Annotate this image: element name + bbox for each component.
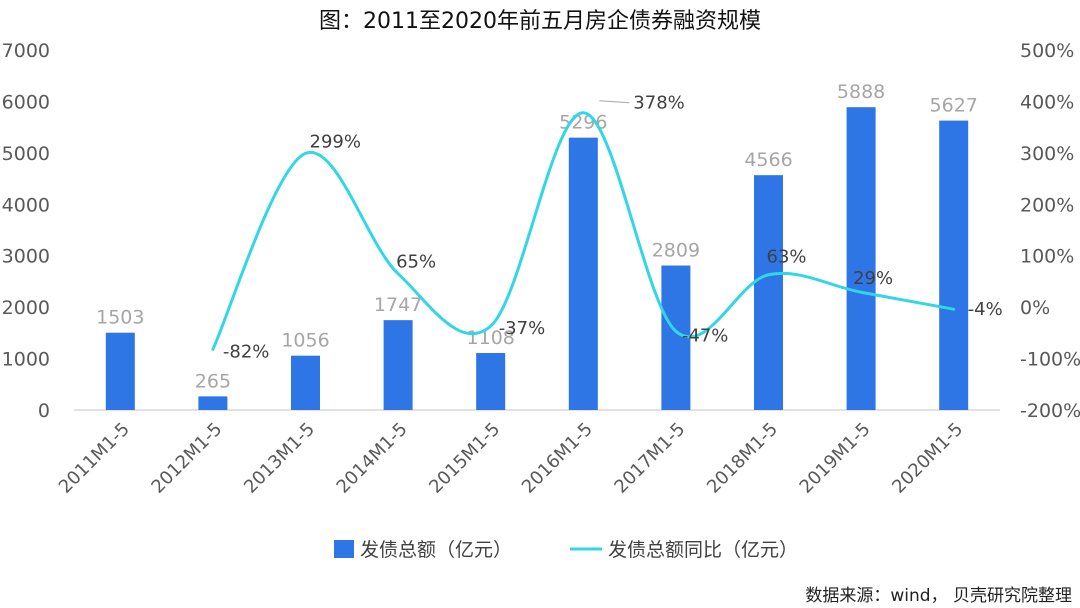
chart-title: 图：2011至2020年前五月房企债券融资规模: [319, 9, 761, 34]
y-left-tick-label: 6000: [2, 91, 50, 113]
leader-line: [599, 100, 630, 104]
line-data-label: 29%: [853, 268, 893, 289]
legend: 发债总额（亿元） 发债总额同比（亿元）: [334, 539, 798, 561]
line-path: [211, 111, 956, 351]
y-axis-right: -200% -100% 0% 100% 200% 300% 400% 500%: [1020, 40, 1080, 422]
x-tick-label: 2014M1-5: [333, 419, 412, 498]
bar-data-label: 4566: [744, 149, 792, 171]
legend-bar-label: 发债总额（亿元）: [360, 539, 512, 561]
y-right-tick-label: 100%: [1020, 246, 1074, 268]
y-right-tick-label: -100%: [1020, 349, 1080, 371]
bar-series: [105, 107, 969, 411]
line-data-labels: -82% 299% 65% -37% 378% -47% 63% 29% -4%: [223, 93, 1003, 363]
x-tick-label: 2019M1-5: [796, 419, 875, 498]
bar-data-label: 1747: [374, 294, 422, 316]
line-data-label: -47%: [682, 325, 729, 346]
bar: [846, 107, 876, 410]
bar: [198, 396, 228, 410]
x-tick-label: 2018M1-5: [703, 419, 782, 498]
x-tick-label: 2011M1-5: [55, 419, 134, 498]
bar: [105, 332, 135, 410]
line-data-label: -4%: [968, 299, 1003, 320]
line-series: [211, 111, 956, 351]
y-right-tick-label: 500%: [1020, 40, 1074, 62]
y-right-tick-label: 400%: [1020, 91, 1074, 113]
source-note: 数据来源：wind， 贝壳研究院整理: [805, 586, 1072, 606]
x-tick-label: 2017M1-5: [610, 419, 689, 498]
y-axis-left: 0 1000 2000 3000 4000 5000 6000 7000: [2, 40, 50, 422]
bar-data-label: 265: [195, 370, 231, 392]
y-left-tick-label: 2000: [2, 297, 50, 319]
bar-data-label: 5627: [930, 95, 978, 117]
y-left-tick-label: 7000: [2, 40, 50, 62]
x-axis: 2011M1-5 2012M1-5 2013M1-5 2014M1-5 2015M1-5…: [55, 419, 967, 498]
y-right-tick-label: 200%: [1020, 194, 1074, 216]
bar: [568, 137, 598, 411]
x-tick-label: 2012M1-5: [147, 419, 226, 498]
bar-data-label: 2809: [652, 240, 700, 262]
line-data-label: 63%: [767, 247, 807, 268]
bar-data-label: 1503: [96, 307, 144, 329]
line-data-label: -37%: [499, 318, 546, 339]
line-data-label: 378%: [633, 93, 684, 114]
bar-data-label: 1056: [281, 330, 329, 352]
legend-line-label: 发债总额同比（亿元）: [608, 539, 798, 561]
bar: [476, 353, 506, 410]
y-left-tick-label: 0: [38, 400, 50, 422]
y-left-tick-label: 1000: [2, 349, 50, 371]
x-tick-label: 2020M1-5: [888, 419, 967, 498]
bar: [754, 175, 783, 410]
line-data-label: 299%: [310, 131, 361, 152]
bar: [383, 320, 413, 410]
bar-data-label: 5888: [837, 81, 885, 103]
y-right-tick-label: 0%: [1020, 297, 1050, 319]
line-data-label: -82%: [223, 341, 270, 362]
line-data-label: 65%: [396, 252, 436, 273]
bar: [939, 120, 969, 411]
bar-data-label: 5296: [559, 112, 607, 134]
x-tick-label: 2013M1-5: [240, 419, 319, 498]
y-left-tick-label: 3000: [2, 246, 50, 268]
x-tick-label: 2016M1-5: [518, 419, 597, 498]
y-right-tick-label: -200%: [1020, 400, 1080, 422]
y-left-tick-label: 4000: [2, 194, 50, 216]
x-tick-label: 2015M1-5: [425, 419, 504, 498]
y-left-tick-label: 5000: [2, 143, 50, 165]
legend-bar-swatch: [334, 540, 354, 558]
bar: [291, 355, 320, 410]
y-right-tick-label: 300%: [1020, 143, 1074, 165]
